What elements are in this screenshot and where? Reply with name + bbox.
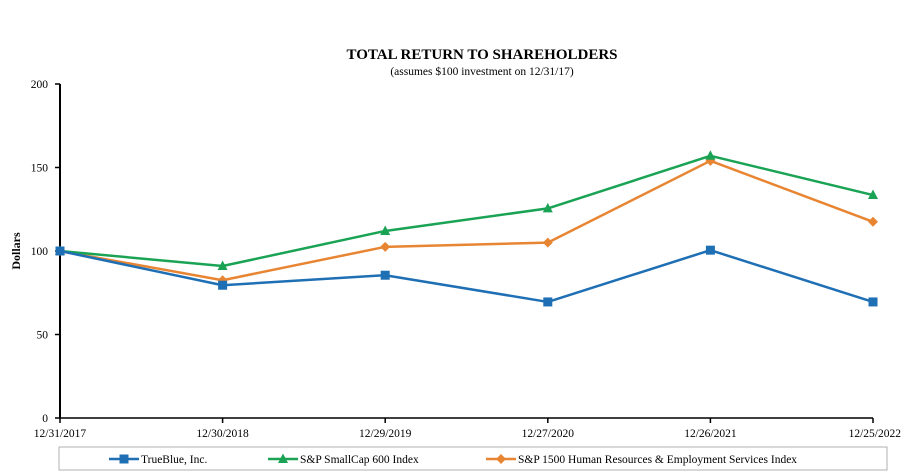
x-tick-label: 12/29/2019	[359, 428, 412, 440]
x-axis-ticks: 12/31/2017 12/30/2018 12/29/2019 12/27/2020…	[34, 418, 901, 440]
series-layer	[55, 150, 878, 307]
y-axis-label: Dollars	[9, 232, 23, 270]
data-point-trueblue-inc	[868, 297, 878, 307]
data-point-s-p-1500-human-resources-employment-services-index	[380, 241, 391, 252]
data-point-s-p-smallcap-600-index	[217, 260, 228, 271]
legend: TrueBlue, Inc. S&P SmallCap 600 Index S&P …	[58, 446, 888, 471]
series-line-s-p-smallcap-600-index	[59, 154, 874, 268]
data-point-s-p-smallcap-600-index	[868, 189, 878, 200]
data-point-trueblue-inc	[705, 245, 715, 255]
legend-marker-s-p-1500-human-resources-employment-services-index	[496, 454, 506, 464]
x-tick-label: 12/26/2021	[684, 428, 737, 440]
series-trueblue-inc	[55, 245, 878, 307]
x-tick-label: 12/27/2020	[522, 428, 575, 440]
y-tick-label: 50	[37, 330, 49, 342]
chart-title: TOTAL RETURN TO SHAREHOLDERS	[346, 47, 617, 63]
series-line-trueblue-inc	[59, 248, 874, 304]
y-tick-label: 150	[31, 163, 49, 175]
data-point-s-p-1500-human-resources-employment-services-index	[868, 216, 878, 227]
data-point-s-p-1500-human-resources-employment-services-index	[542, 237, 553, 248]
legend-label-s-p-1500-human-resources-employment-services-index: S&P 1500 Human Resources & Employment Se…	[518, 454, 797, 466]
data-point-trueblue-inc	[380, 270, 390, 280]
legend-label-s-p-smallcap-600-index: S&P SmallCap 600 Index	[300, 454, 419, 466]
chart-subtitle: (assumes $100 investment on 12/31/17)	[390, 65, 574, 78]
data-point-trueblue-inc	[543, 297, 553, 307]
data-point-s-p-smallcap-600-index	[542, 202, 553, 213]
series-s-p-smallcap-600-index	[55, 150, 878, 271]
data-point-trueblue-inc	[55, 246, 65, 256]
data-point-s-p-smallcap-600-index	[380, 225, 391, 235]
legend-marker-s-p-smallcap-600-index	[278, 453, 288, 463]
y-tick-label: 200	[31, 79, 49, 91]
y-tick-label: 0	[42, 413, 48, 425]
x-tick-label: 12/31/2017	[34, 428, 87, 440]
data-point-s-p-smallcap-600-index	[705, 150, 716, 160]
data-point-trueblue-inc	[218, 280, 228, 290]
legend-label-trueblue-inc: TrueBlue, Inc.	[141, 454, 207, 466]
legend-box	[58, 446, 888, 471]
x-tick-label: 12/30/2018	[196, 428, 249, 440]
y-tick-label: 100	[31, 246, 49, 258]
series-line-s-p-1500-human-resources-employment-services-index	[59, 159, 874, 282]
legend-marker-trueblue-inc	[119, 454, 129, 464]
x-tick-label: 12/25/2022	[849, 428, 902, 440]
